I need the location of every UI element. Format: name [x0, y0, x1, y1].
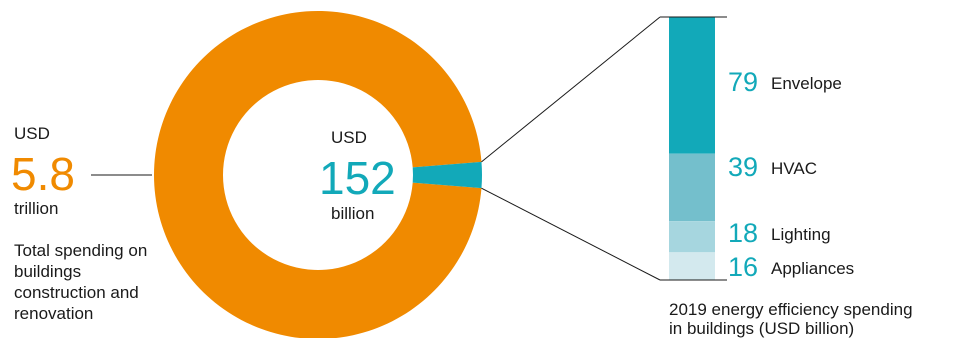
lighting-label: Lighting — [771, 225, 831, 244]
donut-slice-total — [154, 11, 482, 338]
connector-lines — [91, 16, 727, 281]
donut-slice-efficiency — [412, 161, 482, 189]
efficiency-unit-label: billion — [331, 204, 375, 223]
donut-chart — [154, 11, 482, 338]
bar-segment-appliances — [669, 252, 715, 280]
bar-segment-lighting — [669, 221, 715, 253]
efficiency-value: 152 — [319, 152, 396, 204]
envelope-label: Envelope — [771, 74, 842, 93]
total-description: Total spending on buildings construction… — [14, 241, 148, 323]
total-value: 5.8 — [11, 148, 75, 200]
bar-caption-line1: 2019 energy efficiency spending — [669, 300, 913, 319]
appliances-label: Appliances — [771, 259, 855, 278]
bar-segment-envelope — [669, 17, 715, 154]
lighting-value: 18 — [728, 218, 759, 248]
hvac-value: 39 — [728, 152, 759, 182]
bar-caption-line2: in buildings (USD billion) — [669, 319, 855, 338]
connector-line-bottom — [481, 187, 661, 281]
envelope-value: 79 — [728, 67, 759, 97]
connector-line-top — [481, 16, 661, 163]
stacked-bar-chart — [669, 17, 715, 280]
bar-segment-hvac — [669, 153, 715, 222]
total-unit-label: trillion — [14, 199, 59, 218]
total-currency-label: USD — [14, 124, 50, 143]
appliances-value: 16 — [728, 252, 759, 282]
hvac-label: HVAC — [771, 159, 817, 178]
efficiency-currency-label: USD — [331, 128, 367, 147]
